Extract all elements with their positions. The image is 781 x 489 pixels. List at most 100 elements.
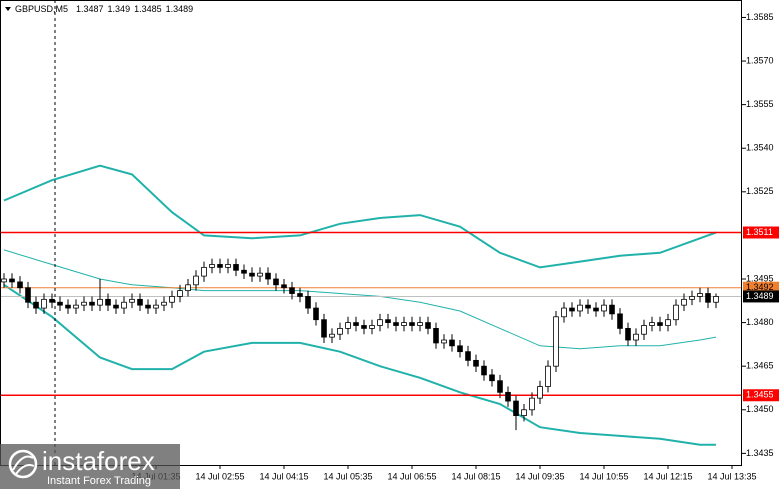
candle-body [201, 266, 207, 277]
candle-body [609, 304, 615, 315]
candle-body [89, 301, 95, 306]
watermark-logo [8, 449, 38, 479]
candle-body [585, 304, 591, 309]
x-tick-label: 14 Jul 09:35 [515, 471, 564, 481]
x-tick-label: 14 Jul 04:15 [259, 471, 308, 481]
candle-body [113, 304, 119, 309]
chart-title: GBPUSD,M5 [15, 4, 68, 14]
y-tick-label: 1.3465 [746, 361, 774, 371]
candle-body [345, 322, 351, 329]
candle-body [497, 380, 503, 393]
candle-body [361, 325, 367, 329]
candle-body [417, 322, 423, 326]
candle-body [625, 328, 631, 341]
candle-body [137, 298, 143, 306]
candle-body [337, 328, 343, 335]
candle-body [521, 409, 527, 416]
x-tick-label: 14 Jul 02:55 [195, 471, 244, 481]
menu-arrow [5, 7, 11, 11]
x-tick-label: 14 Jul 12:15 [643, 471, 692, 481]
y-tick-label: 1.3450 [746, 404, 774, 414]
candle-body [409, 322, 415, 326]
candle-body [209, 264, 215, 268]
x-tick-label: 14 Jul 06:55 [387, 471, 436, 481]
watermark: instaforex Instant Forex Trading [0, 444, 180, 489]
candle-body [153, 304, 159, 309]
candle-body [513, 400, 519, 416]
candle-body [121, 301, 127, 309]
y-tick-label: 1.3435 [746, 448, 774, 458]
candle-body [297, 293, 303, 297]
candle-body [449, 339, 455, 347]
candle-body [305, 296, 311, 309]
candle-body [273, 278, 279, 286]
candle-body [457, 345, 463, 353]
price-level-box [743, 389, 779, 402]
candle-body [257, 272, 263, 277]
candle-body [561, 307, 567, 318]
x-tick-label: 14 Jul 05:35 [323, 471, 372, 481]
candle-body [97, 298, 103, 306]
candle-body [425, 322, 431, 329]
plot-border [0, 0, 742, 466]
candle-body [665, 319, 671, 326]
candle-body [321, 319, 327, 338]
candle-body [697, 293, 703, 297]
candle-body [265, 272, 271, 280]
candle-body [241, 269, 247, 274]
price-level-label: 1.3492 [746, 282, 774, 292]
price-level-box [743, 226, 779, 239]
y-tick-label: 1.3495 [746, 273, 774, 283]
candle-body [569, 307, 575, 312]
candle-body [481, 365, 487, 376]
x-tick-label: 14 Jul 13:35 [707, 471, 756, 481]
candle-body [633, 333, 639, 341]
candle-body [49, 298, 55, 303]
candle-body [41, 298, 47, 309]
x-tick-label: 14 Jul 10:55 [579, 471, 628, 481]
candle-body [553, 316, 559, 367]
price-level-label: 1.3489 [746, 291, 774, 301]
candle-body [353, 322, 359, 326]
y-tick-label: 1.3555 [746, 99, 774, 109]
candle-body [401, 322, 407, 326]
y-tick-label: 1.3540 [746, 143, 774, 153]
candle-body [161, 301, 167, 306]
candle-body [185, 284, 191, 292]
candle-body [281, 284, 287, 289]
candle-body [177, 290, 183, 297]
candle-body [17, 281, 23, 289]
candle-body [169, 296, 175, 303]
candle-body [617, 313, 623, 329]
candle-body [689, 296, 695, 300]
candle-body [129, 298, 135, 303]
candle-body [1, 278, 7, 283]
y-tick-label: 1.3570 [746, 55, 774, 65]
price-level-box [743, 290, 779, 303]
price-level-label: 1.3511 [746, 227, 773, 237]
candle-body [9, 278, 15, 283]
x-tick-label: 14 Jul 08:15 [451, 471, 500, 481]
candle-body [473, 359, 479, 367]
candle-body [57, 301, 63, 306]
chart-header: GBPUSD,M5 1.3487 1.349 1.3485 1.3489 [15, 4, 193, 14]
candle-body [601, 304, 607, 312]
candle-body [313, 307, 319, 321]
candle-body [289, 287, 295, 294]
candle-body [225, 264, 231, 268]
candle-body [681, 298, 687, 306]
candle-body [465, 351, 471, 361]
candle-body [393, 322, 399, 326]
watermark-tagline: Instant Forex Trading [47, 475, 151, 487]
candle-body [505, 391, 511, 402]
candle-body [385, 319, 391, 323]
price-level-label: 1.3455 [746, 390, 774, 400]
open-value: 1.3487 [76, 4, 104, 14]
low-value: 1.3485 [134, 4, 162, 14]
bollinger-band [3, 164, 717, 269]
y-tick-label: 1.3480 [746, 317, 774, 327]
watermark-bg [0, 444, 180, 489]
candle-body [193, 275, 199, 286]
